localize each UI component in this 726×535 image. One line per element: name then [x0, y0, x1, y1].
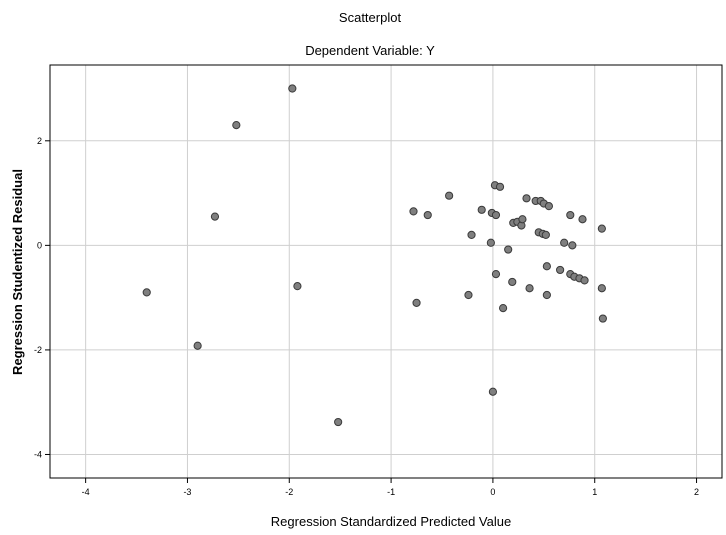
data-point — [464, 290, 473, 300]
data-point — [578, 215, 587, 224]
data-point — [566, 210, 575, 220]
chart-title: Scatterplot — [339, 10, 402, 25]
data-point — [495, 182, 505, 191]
data-point — [597, 224, 606, 233]
data-point — [568, 241, 577, 250]
data-point — [288, 84, 297, 93]
data-point — [498, 303, 508, 313]
data-point — [542, 290, 551, 300]
data-point — [491, 270, 501, 279]
data-point — [142, 288, 151, 297]
x-tick-label: -4 — [82, 487, 90, 497]
data-point — [445, 191, 454, 200]
data-point — [580, 276, 589, 285]
x-tick-label: 0 — [490, 487, 495, 497]
data-point — [293, 282, 302, 291]
x-tick-label: -3 — [183, 487, 191, 497]
y-tick-label: 2 — [37, 136, 42, 146]
x-axis-label: Regression Standardized Predicted Value — [271, 514, 511, 529]
data-point — [522, 194, 531, 203]
x-tick-label: 1 — [592, 487, 597, 497]
data-point — [544, 202, 554, 211]
y-tick-label: -4 — [34, 449, 42, 459]
data-point — [409, 207, 418, 216]
data-point — [597, 284, 606, 293]
y-tick-label: 0 — [37, 240, 42, 250]
data-point — [541, 230, 550, 240]
data-point — [542, 262, 551, 271]
data-point — [423, 210, 432, 220]
gridlines — [50, 65, 722, 478]
data-point — [334, 417, 343, 427]
data-point — [525, 284, 534, 293]
data-point — [467, 230, 476, 240]
data-point — [232, 121, 241, 130]
data-point — [193, 341, 202, 350]
data-point — [508, 277, 517, 287]
data-point — [412, 298, 421, 307]
data-point — [518, 215, 527, 224]
data-point — [477, 205, 486, 214]
axis-ticks: -4 -3 -2 -1 0 1 2 -4 -2 0 2 — [34, 136, 699, 497]
data-points — [142, 84, 607, 427]
data-point — [486, 238, 495, 247]
y-tick-label: -2 — [34, 345, 42, 355]
plot-frame — [49, 64, 723, 479]
data-point — [488, 387, 498, 396]
x-tick-label: 2 — [694, 487, 699, 497]
data-point — [598, 314, 607, 323]
data-point — [556, 265, 565, 275]
data-point — [560, 238, 569, 247]
data-point — [210, 212, 220, 221]
chart-subtitle: Dependent Variable: Y — [305, 43, 435, 58]
data-point — [504, 245, 513, 254]
data-point — [491, 210, 501, 220]
y-axis-label: Regression Studentized Residual — [10, 169, 25, 375]
x-tick-label: -1 — [387, 487, 395, 497]
x-tick-label: -2 — [285, 487, 293, 497]
